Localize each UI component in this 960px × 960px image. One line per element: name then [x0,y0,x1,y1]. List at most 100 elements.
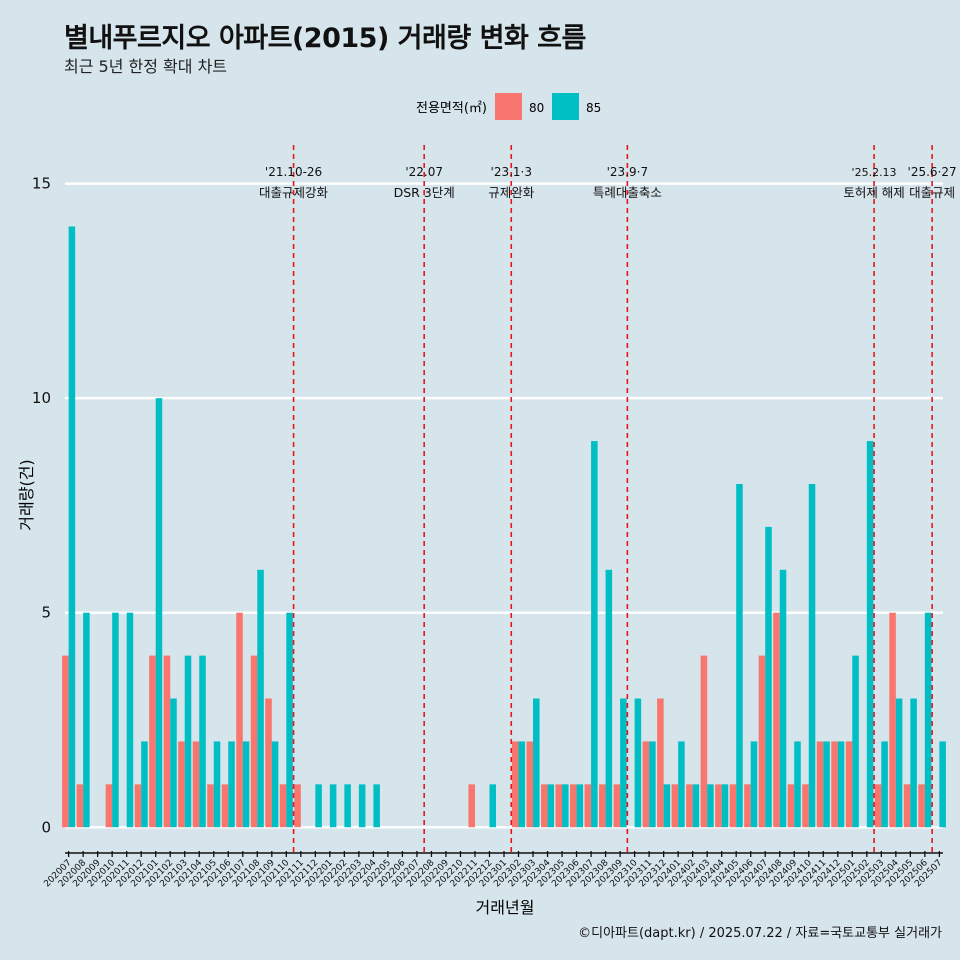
bar-85-202102 [170,698,177,828]
bar-85-202409 [794,741,801,828]
event-name-label: 대출규제 [909,185,955,200]
bar-80-202211 [468,784,475,828]
bar-85-202101 [155,398,163,828]
bar-85-202406 [750,741,758,828]
bar-80-202402 [686,784,693,828]
bar-80-202303 [526,741,534,828]
bar-85-202303 [533,698,540,828]
bar-85-202408 [779,569,787,828]
bar-85-202308 [605,569,613,828]
bar-80-202103 [178,741,185,828]
bar-85-202403 [707,784,714,828]
legend-swatch-85 [552,93,579,120]
bar-85-202501 [852,655,859,828]
legend: 전용면적(㎡) 80 85 [416,93,601,120]
bar-85-202007 [68,226,76,828]
bar-85-202312 [663,784,671,828]
bar-85-202010 [112,612,119,828]
bar-80-202411 [816,741,824,828]
bar-85-202203 [358,784,366,828]
bar-80-202108 [250,655,258,828]
bar-80-202107 [236,612,243,828]
bar-85-202201 [329,784,337,828]
bar-85-202305 [562,784,569,828]
bar-80-202010 [105,784,113,828]
bar-85-202008 [83,612,90,828]
bar-85-202503 [881,741,888,828]
bar-85-202310 [634,698,642,828]
bar-85-202507 [939,741,946,828]
bar-80-202102 [163,655,171,828]
event-name-label: 대출규제강화 [259,185,329,200]
bar-85-202407 [765,526,772,828]
bar-80-202307 [584,784,592,828]
bar-80-202412 [831,741,838,828]
bar-85-202106 [228,741,235,828]
bar-85-202411 [823,741,830,828]
bar-80-202012 [134,784,142,828]
bar-85-202306 [576,784,584,828]
bar-85-202412 [837,741,845,828]
bar-80-202403 [700,655,708,828]
y-axis-label: 거래량(건) [17,459,36,530]
x-axis-label: 거래년월 [476,898,535,917]
bar-80-202008 [76,784,84,828]
bar-85-202404 [721,784,729,828]
bar-80-202406 [744,784,751,828]
legend-title: 전용면적(㎡) [416,101,487,116]
bar-80-202007 [62,655,69,828]
bar-80-202501 [845,741,853,828]
event-name-label: 토허제 해제 [843,185,904,200]
chart-subtitle: 최근 5년 한정 확대 차트 [64,57,228,76]
legend-swatch-80 [495,93,522,120]
bar-80-202401 [671,784,679,828]
event-name-label: 규제완화 [488,185,535,200]
event-date-label: '22.07 [405,165,443,179]
bar-85-202011 [126,612,134,828]
bar-80-202308 [599,784,606,828]
event-date-label: '21.10-26 [265,165,322,179]
bar-80-202105 [207,784,214,828]
bar-85-202202 [344,784,351,828]
bar-85-202309 [620,698,627,828]
bar-85-202105 [213,741,221,828]
bar-85-202506 [924,612,932,828]
bar-80-202504 [889,612,896,828]
bar-80-202101 [149,655,156,828]
bar-85-202311 [649,741,656,828]
y-tick-label: 5 [41,604,51,622]
bar-80-202304 [541,784,548,828]
bar-80-202405 [729,784,737,828]
bar-85-202107 [242,741,250,828]
bar-80-202109 [265,698,272,828]
legend-label-80: 80 [529,101,544,115]
bar-85-202304 [547,784,555,828]
bar-80-202407 [758,655,766,828]
bar-85-202505 [910,698,917,828]
bar-80-202110 [279,784,287,828]
y-tick-label: 0 [41,818,51,836]
bar-85-202108 [257,569,264,828]
bar-80-202104 [192,741,200,828]
bar-80-202306 [570,784,577,828]
bar-85-202410 [808,483,816,828]
bar-85-202012 [141,741,148,828]
y-tick-label: 15 [32,175,51,193]
bar-85-202302 [518,741,526,828]
event-date-label: '25.6·27 [908,165,957,179]
bar-80-202410 [802,784,809,828]
y-tick-label: 10 [32,389,51,407]
bar-80-202408 [773,612,780,828]
chart-title: 별내푸르지오 아파트(2015) 거래량 변화 흐름 [64,23,586,54]
bar-80-202503 [874,784,882,828]
bar-80-202404 [715,784,722,828]
bar-85-202401 [678,741,685,828]
bar-85-202109 [271,741,279,828]
bar-80-202309 [613,784,621,828]
bar-80-202305 [555,784,563,828]
bar-85-202504 [895,698,903,828]
bar-85-202212 [489,784,497,828]
event-name-label: 특례대출축소 [593,185,662,200]
bar-80-202312 [657,698,664,828]
